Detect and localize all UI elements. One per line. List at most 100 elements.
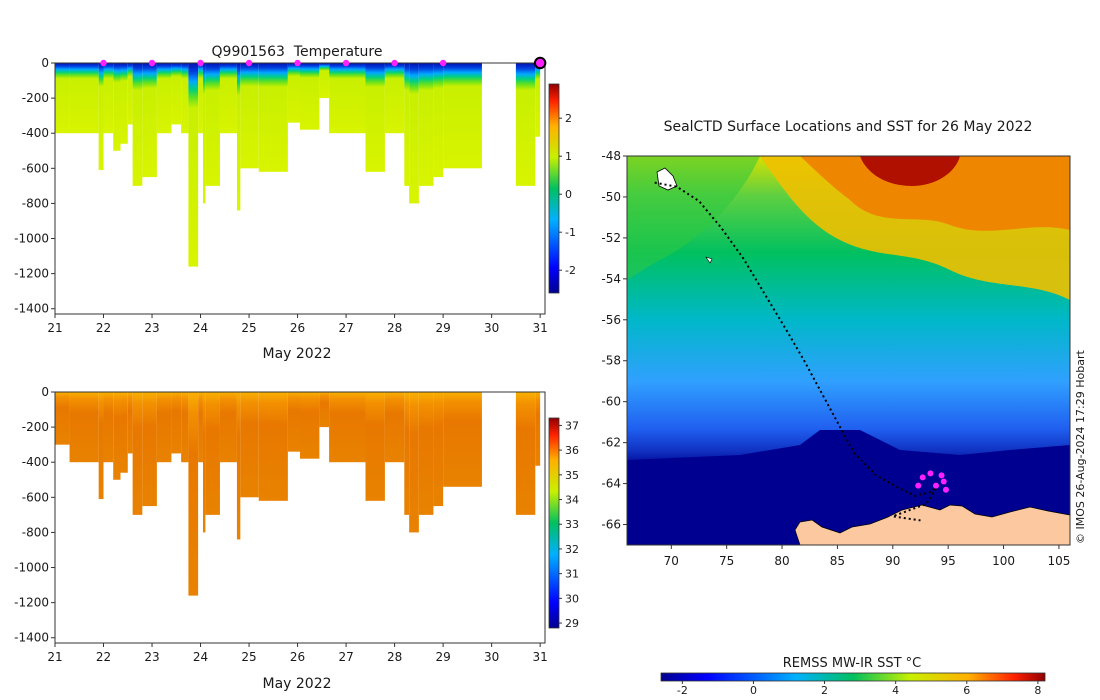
t-profile-14 bbox=[202, 63, 206, 204]
s-profile-8 bbox=[142, 392, 157, 507]
t-marker-6 bbox=[391, 59, 398, 67]
t-profile-0 bbox=[55, 63, 70, 134]
salinity-colorbar-ticks: 29 30 31 32 33 34 35 36 37 bbox=[559, 419, 579, 630]
s-profile-16 bbox=[219, 392, 237, 463]
s-xtick-label-0: 21 bbox=[47, 650, 62, 664]
s-cbtick-label-7: 36 bbox=[565, 444, 579, 457]
s-profile-10 bbox=[171, 392, 182, 454]
t-profile-7 bbox=[132, 63, 143, 186]
s-profile-6 bbox=[127, 392, 133, 454]
temperature-y-ticks: 0 -200 -400 -600 -800 -1000 -1200 -1400 bbox=[14, 56, 55, 316]
s-xtick-label-5: 26 bbox=[290, 650, 305, 664]
t-xtick-label-0: 21 bbox=[47, 321, 62, 335]
t-profile-5 bbox=[120, 63, 128, 144]
map-colorbar-ticks: -2 0 2 4 6 8 bbox=[677, 681, 1041, 697]
surface-location-1 bbox=[927, 470, 934, 477]
s-profile-22 bbox=[319, 392, 330, 428]
t-profile-25 bbox=[384, 63, 405, 134]
map-ytick-label-7: -62 bbox=[601, 436, 621, 450]
t-marker-4 bbox=[294, 59, 301, 67]
map-cbtick-label-2: 2 bbox=[821, 684, 828, 697]
t-profile-11 bbox=[181, 63, 189, 134]
s-profile-15 bbox=[205, 392, 220, 515]
salinity-y-ticks: 0 -200 -400 -600 -800 -1000 -1200 -1400 bbox=[14, 385, 55, 645]
t-profile-12 bbox=[188, 63, 199, 267]
s-profile-19 bbox=[258, 392, 288, 501]
t-marker-0 bbox=[100, 59, 107, 67]
s-profile-5 bbox=[120, 392, 128, 473]
t-profile-3 bbox=[103, 63, 114, 134]
t-ytick-label-4: -800 bbox=[22, 196, 49, 210]
t-profile-13 bbox=[198, 63, 203, 134]
s-profile-17 bbox=[236, 392, 241, 540]
t-profile-23 bbox=[329, 63, 366, 134]
s-cbtick-label-8: 37 bbox=[565, 419, 579, 432]
surface-locations bbox=[915, 470, 949, 493]
salinity-panel: 0-200-400-600-800-1000-1200-1400 21 22 23 2… bbox=[14, 385, 579, 692]
t-marker-2 bbox=[197, 59, 204, 67]
t-profile-6 bbox=[127, 63, 133, 125]
t-profile-4 bbox=[113, 63, 121, 151]
s-ytick-label-2: -400 bbox=[22, 455, 49, 469]
surface-location-4 bbox=[932, 482, 939, 489]
salinity-profiles bbox=[55, 392, 541, 596]
t-xtick-label-8: 29 bbox=[435, 321, 450, 335]
s-xtick-label-7: 28 bbox=[387, 650, 402, 664]
t-cbtick-label-4: 2 bbox=[565, 112, 572, 125]
t-profile-8 bbox=[142, 63, 157, 178]
s-profile-28 bbox=[418, 392, 434, 515]
s-profile-30 bbox=[443, 392, 482, 487]
imos-watermark: © IMOS 26-Aug-2024 17:29 Hobart bbox=[1074, 350, 1087, 544]
map-cbtick-label-0: -2 bbox=[677, 684, 688, 697]
sst-hot-core bbox=[860, 156, 960, 186]
map-cbtick-label-5: 8 bbox=[1034, 684, 1041, 697]
t-ytick-label-5: -1000 bbox=[14, 232, 49, 246]
s-profile-1 bbox=[69, 392, 99, 463]
t-cbtick-label-1: -1 bbox=[565, 226, 576, 239]
map-xtick-label-5: 95 bbox=[941, 554, 956, 568]
map-cbtick-label-4: 6 bbox=[963, 684, 970, 697]
s-ytick-label-5: -1000 bbox=[14, 561, 49, 575]
t-cbtick-label-0: -2 bbox=[565, 264, 576, 277]
map-xtick-label-4: 90 bbox=[885, 554, 900, 568]
map-xtick-label-7: 105 bbox=[1047, 554, 1070, 568]
s-xtick-label-3: 24 bbox=[193, 650, 208, 664]
t-profile-21 bbox=[300, 63, 320, 130]
map-colorbar-label: REMSS MW-IR SST °C bbox=[783, 656, 922, 671]
antarctic-land bbox=[794, 504, 1070, 545]
s-profile-2 bbox=[98, 392, 104, 500]
s-xtick-label-10: 31 bbox=[533, 650, 548, 664]
t-profile-27 bbox=[409, 63, 419, 204]
s-profile-24 bbox=[365, 392, 385, 501]
s-profile-23 bbox=[329, 392, 366, 463]
temperature-profiles bbox=[55, 63, 541, 267]
s-profile-3 bbox=[103, 392, 114, 463]
map-x-ticks: 70 75 80 85 90 95 100 105 bbox=[664, 545, 1070, 568]
s-cbtick-label-2: 31 bbox=[565, 568, 579, 581]
s-xtick-label-6: 27 bbox=[338, 650, 353, 664]
surface-location-6 bbox=[915, 482, 922, 489]
s-profile-32 bbox=[535, 392, 541, 466]
salinity-x-ticks: 21 22 23 24 25 26 27 28 29 30 31 bbox=[47, 643, 548, 664]
s-profile-29 bbox=[433, 392, 444, 507]
t-marker-7 bbox=[439, 59, 447, 67]
kerguelen-island bbox=[656, 167, 678, 191]
temperature-panel: Q9901563 Temperature 0 -200 -400 -600 -800 -1… bbox=[14, 44, 576, 362]
t-cbtick-label-2: 0 bbox=[565, 188, 572, 201]
s-xtick-label-9: 30 bbox=[484, 650, 499, 664]
surface-location-2 bbox=[938, 472, 945, 479]
t-ytick-label-2: -400 bbox=[22, 126, 49, 140]
s-xtick-label-4: 25 bbox=[241, 650, 256, 664]
s-profile-18 bbox=[240, 392, 259, 498]
surface-location-5 bbox=[942, 486, 949, 493]
map-ytick-label-4: -56 bbox=[601, 313, 621, 327]
salinity-colorbar bbox=[548, 417, 560, 629]
temperature-colorbar-ticks: -2 -1 0 1 2 bbox=[559, 112, 576, 277]
map-ytick-label-9: -66 bbox=[601, 518, 621, 532]
s-cbtick-label-6: 35 bbox=[565, 469, 579, 482]
map-cbtick-label-1: 0 bbox=[750, 684, 757, 697]
s-profile-26 bbox=[404, 392, 410, 515]
s-cbtick-label-1: 30 bbox=[565, 592, 579, 605]
map-y-ticks: -48 -50 -52 -54 -56 -58 -60 -62 -64 -66 bbox=[601, 149, 627, 532]
map-ytick-label-8: -64 bbox=[601, 477, 621, 491]
